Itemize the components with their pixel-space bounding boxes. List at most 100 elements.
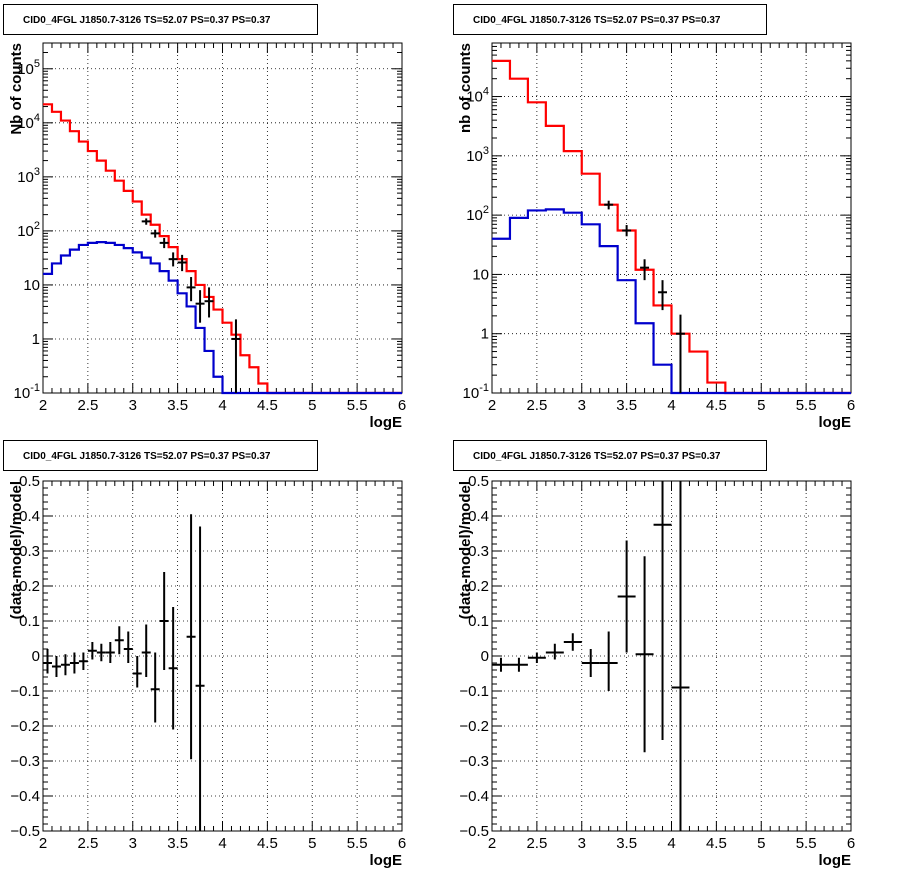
histogram-series-1 (492, 59, 851, 395)
data-point (635, 556, 654, 753)
data-point (527, 652, 546, 663)
y-tick-label: 0.2 (468, 578, 489, 595)
data-point (204, 287, 214, 318)
data-point (150, 652, 160, 723)
y-axis-label: Nb of counts (8, 43, 25, 135)
data-point (168, 607, 178, 730)
y-tick-label: 0.3 (19, 543, 40, 560)
x-tick-label: 4.5 (257, 397, 278, 414)
data-point (123, 631, 133, 663)
x-tick-label: 3 (578, 397, 586, 414)
y-tick-label: 0.1 (468, 613, 489, 630)
chart-title: CID0_4FGL J1850.7-3126 TS=52.07 PS=0.37 … (473, 15, 721, 26)
data-point (60, 654, 70, 676)
x-tick-label: 5 (757, 397, 765, 414)
data-point (43, 649, 52, 674)
data-point (195, 526, 205, 831)
x-tick-label: 5 (308, 835, 316, 852)
data-point (159, 572, 169, 670)
data-point (141, 218, 151, 225)
x-tick-label: 3.5 (167, 835, 188, 852)
chart-title-box (3, 440, 318, 471)
y-tick-label: 0.1 (19, 613, 40, 630)
y-tick-label: 0 (32, 648, 40, 665)
data-point (114, 626, 124, 655)
x-tick-label: 4.5 (257, 835, 278, 852)
y-axis-label: (data-model)/model (8, 481, 25, 619)
data-point (675, 314, 685, 393)
data-point (545, 643, 564, 660)
data-point (195, 290, 205, 323)
data-point (604, 200, 614, 210)
chart-title: CID0_4FGL J1850.7-3126 TS=52.07 PS=0.37 … (23, 15, 271, 26)
x-tick-label: 5.5 (796, 835, 817, 852)
x-tick-label: 5.5 (347, 397, 368, 414)
x-tick-label: 5 (308, 397, 316, 414)
data-point (658, 280, 668, 311)
chart-panel-2: CID0_4FGL J1850.7-3126 TS=52.07 PS=0.37 … (453, 4, 855, 431)
y-tick-label: −0.5 (459, 823, 489, 840)
y-tick-label: 102 (466, 204, 489, 224)
x-tick-label: 6 (398, 397, 406, 414)
data-point (581, 649, 600, 677)
y-tick-label: −0.4 (10, 788, 40, 805)
x-tick-label: 3.5 (616, 835, 637, 852)
data-point (509, 657, 528, 672)
y-tick-label: 0.4 (19, 508, 40, 525)
x-tick-label: 2.5 (77, 397, 98, 414)
y-tick-label: −0.1 (10, 683, 40, 700)
x-tick-label: 4.5 (706, 397, 727, 414)
data-point (177, 254, 187, 272)
x-tick-label: 3 (578, 835, 586, 852)
x-tick-label: 4 (218, 397, 226, 414)
y-tick-label: 1 (32, 331, 40, 348)
y-tick-label: −0.5 (10, 823, 40, 840)
chart-title-box (3, 4, 318, 35)
y-axis-label: (data-model)/model (457, 481, 474, 619)
data-point (168, 252, 178, 267)
y-tick-label: 0.5 (19, 473, 40, 490)
data-point (186, 277, 196, 302)
x-tick-label: 2 (488, 835, 496, 852)
x-tick-label: 2 (39, 835, 47, 852)
x-tick-label: 6 (847, 397, 855, 414)
chart-panel-4: CID0_4FGL J1850.7-3126 TS=52.07 PS=0.37 … (453, 440, 855, 869)
y-tick-label: 103 (17, 166, 40, 186)
y-tick-label: −0.4 (459, 788, 489, 805)
plot-frame (42, 480, 403, 832)
y-tick-label: 0 (481, 648, 489, 665)
data-point (231, 319, 241, 393)
data-point (141, 624, 151, 677)
y-tick-label: 10 (23, 277, 40, 294)
chart-panel-3: CID0_4FGL J1850.7-3126 TS=52.07 PS=0.37 … (3, 440, 406, 869)
data-point (563, 633, 582, 651)
y-tick-label: 0.2 (19, 578, 40, 595)
histogram-series-2 (492, 208, 851, 395)
y-tick-label: 104 (466, 86, 489, 106)
x-axis-label: logE (370, 852, 403, 869)
data-point (159, 237, 169, 249)
data-point (105, 642, 115, 663)
x-axis-label: logE (370, 414, 403, 431)
y-tick-label: −0.2 (459, 718, 489, 735)
x-tick-label: 5.5 (347, 835, 368, 852)
data-point (78, 652, 88, 670)
x-tick-label: 3.5 (167, 397, 188, 414)
histogram-series-2 (43, 241, 402, 395)
y-tick-label: 0.3 (468, 543, 489, 560)
x-tick-label: 2.5 (526, 397, 547, 414)
y-tick-label: 10-1 (14, 382, 40, 402)
x-axis-label: logE (819, 414, 852, 431)
y-tick-label: −0.2 (10, 718, 40, 735)
data-point (51, 656, 61, 677)
y-tick-label: −0.1 (459, 683, 489, 700)
x-tick-label: 4 (667, 397, 675, 414)
x-tick-label: 6 (847, 835, 855, 852)
chart-title: CID0_4FGL J1850.7-3126 TS=52.07 PS=0.37 … (23, 451, 271, 462)
chart-title: CID0_4FGL J1850.7-3126 TS=52.07 PS=0.37 … (473, 451, 721, 462)
x-tick-label: 5.5 (796, 397, 817, 414)
x-tick-label: 2.5 (526, 835, 547, 852)
x-tick-label: 4 (667, 835, 675, 852)
y-tick-label: −0.3 (459, 753, 489, 770)
